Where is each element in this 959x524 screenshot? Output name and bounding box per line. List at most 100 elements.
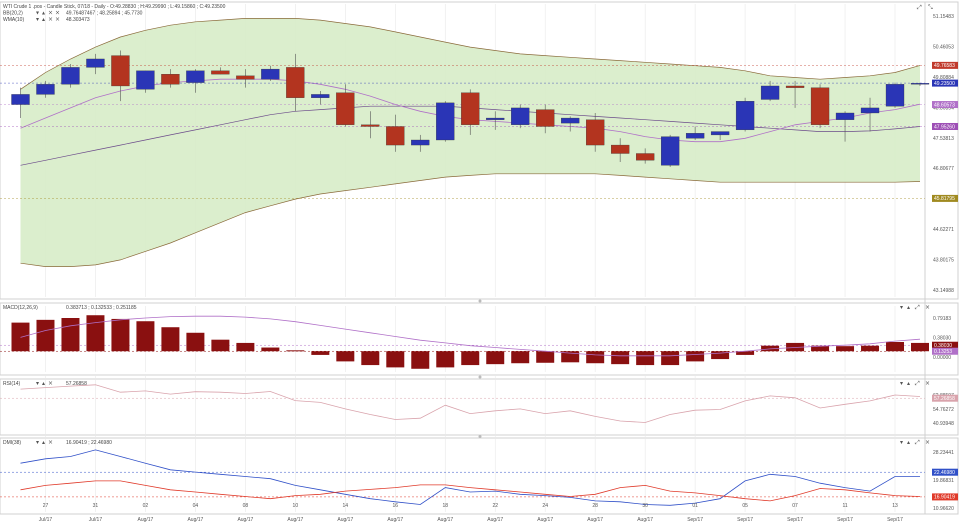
x-tick-month: Aug/17: [437, 517, 453, 523]
up-icon[interactable]: ▴: [42, 10, 45, 17]
axis-value-tag: [932, 61, 958, 69]
axis-tick-label: 48.86354: [933, 105, 954, 111]
close-icon[interactable]: ×: [55, 10, 60, 17]
x-tick-month: Aug/17: [287, 517, 303, 523]
x-tick-month: Sep/17: [787, 517, 803, 523]
candle-body: [386, 126, 405, 146]
candle-body: [536, 109, 555, 127]
candle-body: [885, 84, 905, 107]
wma-label: WMA(10): [3, 17, 24, 23]
down-icon[interactable]: ▾: [36, 439, 39, 446]
candle: [536, 104, 555, 134]
down-icon[interactable]: ▾: [36, 10, 39, 17]
rsi-layer: [0, 376, 925, 434]
macd-histogram-bar: [561, 351, 580, 363]
macd-histogram-bar: [911, 342, 929, 352]
macd-pane-frame: [0, 302, 959, 376]
axis-tick-label: 10.96620: [933, 506, 954, 512]
candle-body: [211, 70, 230, 75]
x-tick-day: 10: [293, 503, 299, 509]
x-tick-month: Jul/17: [39, 517, 53, 523]
candle-body: [461, 92, 480, 125]
up-icon[interactable]: ▴: [42, 380, 45, 387]
candle: [11, 87, 30, 119]
x-tick-day: 11: [842, 503, 847, 509]
axis-value-tag-label: 49.76583: [934, 63, 955, 69]
x-tick-day: 28: [592, 503, 598, 509]
candle-body: [760, 85, 780, 100]
candle: [286, 53, 305, 112]
down-icon[interactable]: ▾: [36, 380, 39, 387]
candle: [261, 65, 280, 81]
x-tick-day: 14: [343, 503, 349, 509]
down-icon[interactable]: ▾: [900, 380, 903, 387]
macd-histogram-bar: [336, 351, 355, 362]
price-pane-frame: [0, 1, 959, 300]
pane-splitter-handle[interactable]: [478, 375, 482, 379]
macd-histogram-bar: [286, 350, 305, 352]
candle-body: [11, 94, 30, 105]
macd-histogram-bar: [311, 351, 330, 355]
close-icon[interactable]: ×: [48, 16, 53, 23]
candle-body: [311, 94, 330, 98]
up-icon[interactable]: ▴: [907, 380, 910, 387]
candle-body: [486, 117, 505, 120]
x-tick-month: Aug/17: [187, 517, 203, 523]
candle-body: [261, 68, 280, 80]
axis-tick-label: 51.15483: [933, 14, 954, 20]
up-icon[interactable]: ▴: [907, 304, 910, 311]
close-icon[interactable]: ×: [48, 439, 53, 446]
maximize-icon[interactable]: ⤢: [917, 4, 922, 11]
dmi-minus-line: [20, 480, 921, 502]
close-icon[interactable]: ×: [925, 439, 930, 446]
down-icon[interactable]: ▾: [900, 304, 903, 311]
candle: [336, 84, 355, 127]
macd-layer: [0, 306, 929, 372]
close-icon[interactable]: ×: [925, 380, 930, 387]
candle: [436, 101, 455, 142]
x-tick-day: 31: [93, 503, 99, 509]
pane-splitter-handle[interactable]: [478, 435, 482, 438]
axis-value-tag-label: 0.13253: [934, 349, 952, 355]
maximize-icon[interactable]: ⤢: [915, 380, 920, 387]
maximize-icon[interactable]: ⤢: [915, 304, 920, 311]
candle: [561, 116, 580, 132]
candle: [236, 69, 255, 88]
close-icon[interactable]: ×: [925, 304, 930, 311]
candle: [161, 69, 180, 88]
macd-histogram-bar: [11, 322, 30, 352]
up-icon[interactable]: ▴: [42, 16, 45, 23]
macd-histogram-bar: [86, 315, 105, 352]
x-tick-day: 04: [193, 503, 199, 509]
macd-histogram-bar: [611, 351, 630, 365]
collapse-icon[interactable]: ⤡: [928, 4, 933, 11]
candle: [910, 82, 930, 86]
pane-splitter-handle[interactable]: [478, 299, 482, 303]
close-icon[interactable]: ×: [48, 380, 53, 387]
macd-histogram-bar: [236, 342, 255, 352]
up-icon[interactable]: ▴: [42, 439, 45, 446]
close-icon[interactable]: ×: [55, 16, 60, 23]
macd-histogram-bar: [836, 346, 855, 352]
down-icon[interactable]: ▾: [900, 439, 903, 446]
axis-tick-label: 47.53813: [933, 136, 954, 142]
axis-tick-label: 40.93948: [933, 421, 954, 427]
maximize-icon[interactable]: ⤢: [915, 439, 920, 446]
up-icon[interactable]: ▴: [907, 439, 910, 446]
candle: [486, 111, 505, 130]
axis-tick-label: 0.79183: [933, 316, 951, 322]
candle: [835, 111, 855, 142]
x-tick-month: Aug/17: [487, 517, 503, 523]
macd-histogram-bar: [586, 351, 605, 364]
candle-body: [136, 70, 155, 90]
bb-label: BB(20,2): [3, 11, 23, 17]
candle-body: [161, 74, 180, 85]
candle: [411, 134, 430, 152]
candle: [636, 148, 655, 164]
macd-histogram-bar: [211, 339, 230, 352]
down-icon[interactable]: ▾: [36, 16, 39, 23]
close-icon[interactable]: ×: [48, 10, 53, 17]
macd-histogram-bar: [661, 351, 680, 366]
candle: [685, 126, 705, 140]
